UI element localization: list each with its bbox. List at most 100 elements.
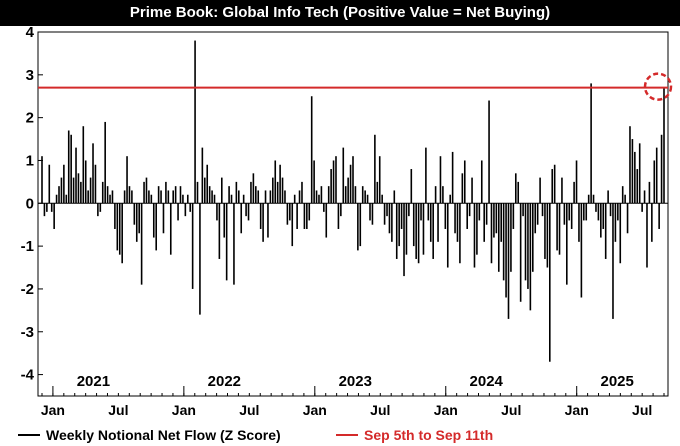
bar — [172, 190, 174, 204]
bar — [597, 203, 600, 221]
bar — [634, 151, 636, 204]
bar — [235, 181, 238, 204]
bar — [592, 194, 595, 204]
bar — [43, 203, 46, 217]
bar — [468, 203, 471, 217]
bar — [629, 126, 631, 204]
bar — [293, 194, 296, 204]
bar — [541, 203, 544, 217]
bar — [184, 203, 187, 217]
bar — [495, 203, 498, 234]
bar — [291, 203, 294, 247]
bar — [262, 203, 264, 242]
bar — [101, 181, 104, 204]
bar — [636, 169, 639, 204]
bar — [269, 190, 272, 204]
bar — [527, 203, 529, 289]
y-tick-label: 2 — [26, 110, 34, 127]
bar — [228, 186, 230, 204]
bar — [53, 203, 55, 229]
bar — [116, 203, 119, 251]
bar — [602, 203, 605, 229]
bar — [476, 203, 478, 255]
bar — [578, 203, 580, 242]
bar — [313, 160, 315, 204]
bar — [349, 164, 352, 204]
bar — [308, 203, 311, 221]
bar — [330, 169, 332, 204]
bar — [459, 203, 461, 264]
bar — [378, 156, 381, 204]
bar — [466, 203, 468, 229]
bar — [641, 203, 643, 212]
bar — [121, 203, 123, 264]
bar — [434, 186, 437, 204]
bar — [179, 186, 182, 204]
bar — [206, 164, 209, 204]
bar — [524, 203, 527, 281]
legend-item-threshold: Sep 5th to Sep 11th — [336, 424, 493, 446]
bar — [323, 203, 325, 212]
bar — [257, 190, 260, 204]
y-axis: 4 3 2 1 0 -1 -2 -3 -4 — [21, 24, 43, 384]
bar — [395, 203, 398, 259]
bar — [507, 203, 510, 319]
bar — [296, 203, 298, 229]
bar — [143, 181, 145, 204]
bar — [301, 181, 303, 204]
bar — [335, 156, 337, 204]
bar — [383, 203, 386, 225]
bar — [369, 203, 371, 221]
bar — [221, 177, 223, 204]
x-axis: Jan Jul Jan Jul Jan Jul Jan Jul Jan Jul 2021 2022 20… — [41, 373, 665, 418]
y-tick-label: -1 — [21, 238, 34, 255]
bar — [478, 203, 481, 221]
bar — [196, 181, 199, 204]
bar — [590, 83, 592, 204]
legend-item-series: Weekly Notional Net Flow (Z Score) — [18, 424, 281, 446]
bar — [259, 203, 262, 229]
bar — [94, 164, 97, 204]
bar — [160, 190, 162, 204]
bar — [97, 203, 99, 217]
bar — [488, 100, 490, 204]
bar — [444, 203, 447, 229]
bar — [245, 203, 247, 217]
bar — [663, 87, 665, 204]
x-year-label: 2024 — [470, 373, 504, 390]
bar — [138, 203, 140, 234]
bar — [505, 203, 507, 298]
bar — [429, 203, 432, 242]
bar — [320, 186, 323, 204]
bar — [162, 203, 165, 234]
bar — [551, 169, 554, 204]
bar — [106, 186, 109, 204]
bar — [600, 203, 602, 238]
bar — [213, 194, 216, 204]
bar — [274, 160, 277, 204]
bar — [364, 190, 366, 204]
bar — [279, 164, 281, 204]
bar — [485, 203, 488, 225]
bar — [544, 203, 546, 259]
bar — [264, 190, 267, 204]
bar — [585, 203, 588, 221]
plot-area — [37, 31, 669, 397]
bar — [522, 203, 524, 217]
x-month-label: Jul — [370, 402, 390, 418]
bar — [150, 194, 153, 204]
legend-swatch-threshold — [336, 434, 358, 436]
bar — [473, 203, 476, 268]
bar — [398, 203, 400, 247]
bar — [514, 173, 517, 204]
bar — [208, 186, 211, 204]
bar — [240, 203, 243, 234]
bar — [126, 156, 128, 204]
bar — [165, 181, 167, 204]
bar — [403, 203, 405, 277]
bar — [408, 203, 410, 217]
bar — [111, 190, 114, 204]
bar — [558, 203, 561, 255]
bar — [626, 203, 629, 234]
bar — [118, 203, 121, 255]
